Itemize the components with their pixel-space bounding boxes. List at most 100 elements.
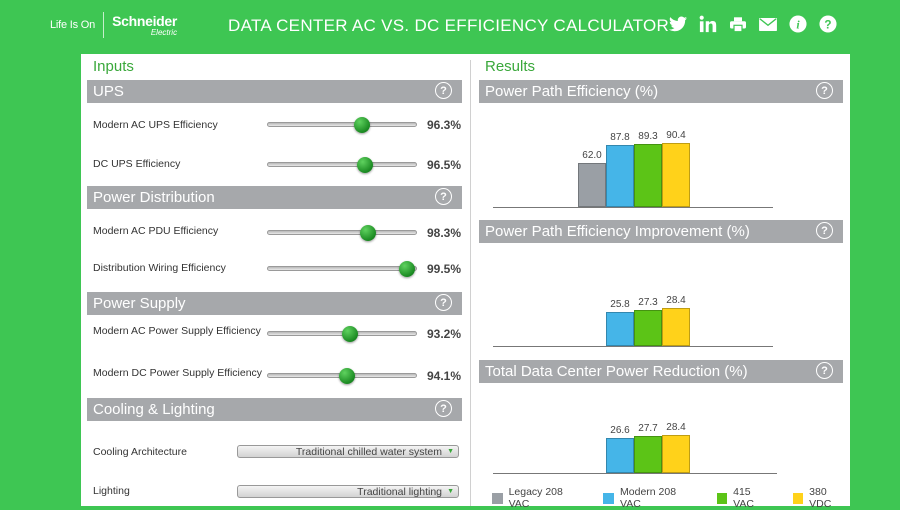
chevron-down-icon: ▼	[447, 448, 454, 455]
cooling-architecture-value: Traditional chilled water system	[295, 445, 442, 458]
share-toolbar: i ?	[668, 14, 838, 34]
power-path-efficiency-chart: 62.0 87.8 89.3 90.4	[493, 130, 773, 208]
cooling-architecture-select[interactable]: Traditional chilled water system ▼	[237, 445, 459, 458]
twitter-icon[interactable]	[668, 14, 688, 34]
efficiency-improvement-chart: 25.8 27.3 28.4	[493, 295, 773, 347]
dc-ups-slider-knob[interactable]	[356, 157, 373, 173]
modern-ac-pdu-slider-track[interactable]	[267, 230, 417, 235]
print-icon[interactable]	[728, 14, 748, 34]
legend-label-415vac: 415 VAC	[733, 486, 754, 510]
modern-ac-ups-value: 96.3%	[426, 118, 461, 132]
legend-item-415vac: 415 VAC	[716, 486, 773, 510]
bar-value-label: 90.4	[666, 129, 686, 141]
cooling-lighting-help-icon[interactable]: ?	[435, 400, 452, 417]
power-distribution-help-icon[interactable]: ?	[435, 188, 452, 205]
bar-380-vdc	[662, 308, 690, 346]
bar-modern-208-vac	[606, 437, 634, 473]
chart-legend: Legacy 208 VAC Modern 208 VAC 415 VAC 38…	[492, 486, 850, 510]
distribution-wiring-label: Distribution Wiring Efficiency	[93, 262, 226, 274]
cooling-lighting-header-label: Cooling & Lighting	[93, 401, 215, 418]
legend-item-legacy: Legacy 208 VAC	[492, 486, 583, 510]
bar-modern-208-vac	[606, 311, 634, 346]
legend-label-380vdc: 380 VDC	[809, 486, 832, 510]
lighting-select[interactable]: Traditional lighting ▼	[237, 485, 459, 498]
bar-legacy-208-vac	[578, 162, 606, 207]
bar-value-label: 89.3	[638, 130, 658, 142]
ups-help-icon[interactable]: ?	[435, 82, 452, 99]
ups-header: UPS ?	[87, 80, 462, 103]
chart-baseline	[493, 207, 773, 208]
power-distribution-header-label: Power Distribution	[93, 189, 215, 206]
bar-value-label: 28.4	[666, 295, 686, 307]
app-title: DATA CENTER AC VS. DC EFFICIENCY CALCULA…	[228, 16, 670, 35]
logo-sub-text: Electric	[150, 27, 178, 37]
schneider-logo: Schneider Electric	[112, 14, 177, 37]
power-reduction-help-icon[interactable]: ?	[816, 362, 833, 379]
distribution-wiring-slider-track[interactable]	[267, 266, 417, 271]
power-supply-help-icon[interactable]: ?	[435, 294, 452, 311]
legend-swatch-legacy	[492, 492, 503, 504]
bar-value-label: 27.7	[638, 423, 658, 435]
distribution-wiring-slider-knob[interactable]	[398, 261, 415, 277]
dc-ups-slider-track[interactable]	[267, 162, 417, 167]
modern-ac-power-supply-slider-knob[interactable]	[341, 326, 358, 342]
tagline: Life Is On	[50, 19, 96, 31]
cooling-lighting-header: Cooling & Lighting ?	[87, 398, 462, 421]
legend-item-380vdc: 380 VDC	[792, 486, 850, 510]
help-icon[interactable]: ?	[818, 14, 838, 34]
email-icon[interactable]	[758, 14, 778, 34]
ups-header-label: UPS	[93, 83, 124, 100]
chart-baseline	[493, 473, 777, 474]
modern-dc-power-supply-label: Modern DC Power Supply Efficiency	[93, 367, 263, 379]
bar-value-label: 28.4	[666, 422, 686, 434]
info-icon[interactable]: i	[788, 14, 808, 34]
legend-swatch-380vdc	[792, 492, 804, 504]
brand: Life Is On Schneider Electric	[50, 10, 177, 40]
svg-text:?: ?	[824, 19, 831, 32]
modern-ac-ups-slider-track[interactable]	[267, 122, 417, 127]
bar-value-label: 26.6	[610, 424, 630, 436]
results-title: Results	[485, 58, 536, 75]
power-path-efficiency-help-icon[interactable]: ?	[816, 82, 833, 99]
brand-separator	[103, 12, 105, 38]
distribution-wiring-value: 99.5%	[426, 262, 461, 276]
legend-label-modern: Modern 208 VAC	[620, 486, 677, 510]
main-panel: Inputs UPS ? Modern AC UPS Efficiency 96…	[81, 54, 850, 510]
power-reduction-header-label: Total Data Center Power Reduction (%)	[485, 363, 748, 380]
modern-ac-ups-slider-knob[interactable]	[353, 117, 370, 133]
lighting-label: Lighting	[93, 485, 130, 497]
dc-ups-value: 96.5%	[426, 158, 461, 172]
modern-ac-pdu-slider-knob[interactable]	[359, 225, 376, 241]
modern-ac-ups-label: Modern AC UPS Efficiency	[93, 119, 218, 131]
bar-value-label: 25.8	[610, 298, 630, 310]
legend-swatch-415vac	[716, 492, 728, 504]
legend-swatch-modern	[603, 492, 615, 504]
lighting-value: Traditional lighting	[357, 485, 442, 498]
modern-dc-power-supply-value: 94.1%	[426, 369, 461, 383]
modern-ac-pdu-value: 98.3%	[426, 226, 461, 240]
power-reduction-chart: 26.6 27.7 28.4	[493, 422, 777, 474]
bar-415-vac	[634, 309, 662, 346]
bar-value-label: 27.3	[638, 296, 658, 308]
bar-380-vdc	[662, 142, 690, 207]
efficiency-improvement-header-label: Power Path Efficiency Improvement (%)	[485, 223, 750, 240]
bar-380-vdc	[662, 435, 690, 473]
svg-text:i: i	[796, 19, 800, 32]
chart-baseline	[493, 346, 773, 347]
modern-dc-power-supply-slider-knob[interactable]	[338, 368, 355, 384]
bar-modern-208-vac	[606, 144, 634, 207]
linkedin-icon[interactable]	[698, 14, 718, 34]
bar-value-label: 87.8	[610, 131, 630, 143]
power-reduction-header: Total Data Center Power Reduction (%) ?	[479, 360, 843, 383]
efficiency-improvement-help-icon[interactable]: ?	[816, 222, 833, 239]
chevron-down-icon: ▼	[447, 488, 454, 495]
inputs-title: Inputs	[93, 58, 134, 75]
modern-ac-power-supply-label: Modern AC Power Supply Efficiency	[93, 325, 261, 337]
power-path-efficiency-header: Power Path Efficiency (%) ?	[479, 80, 843, 103]
top-bar: Life Is On Schneider Electric DATA CENTE…	[0, 0, 900, 52]
cooling-architecture-label: Cooling Architecture	[93, 446, 187, 458]
legend-item-modern: Modern 208 VAC	[603, 486, 696, 510]
power-path-efficiency-header-label: Power Path Efficiency (%)	[485, 83, 659, 100]
modern-ac-power-supply-value: 93.2%	[426, 327, 461, 341]
efficiency-improvement-header: Power Path Efficiency Improvement (%) ?	[479, 220, 843, 243]
